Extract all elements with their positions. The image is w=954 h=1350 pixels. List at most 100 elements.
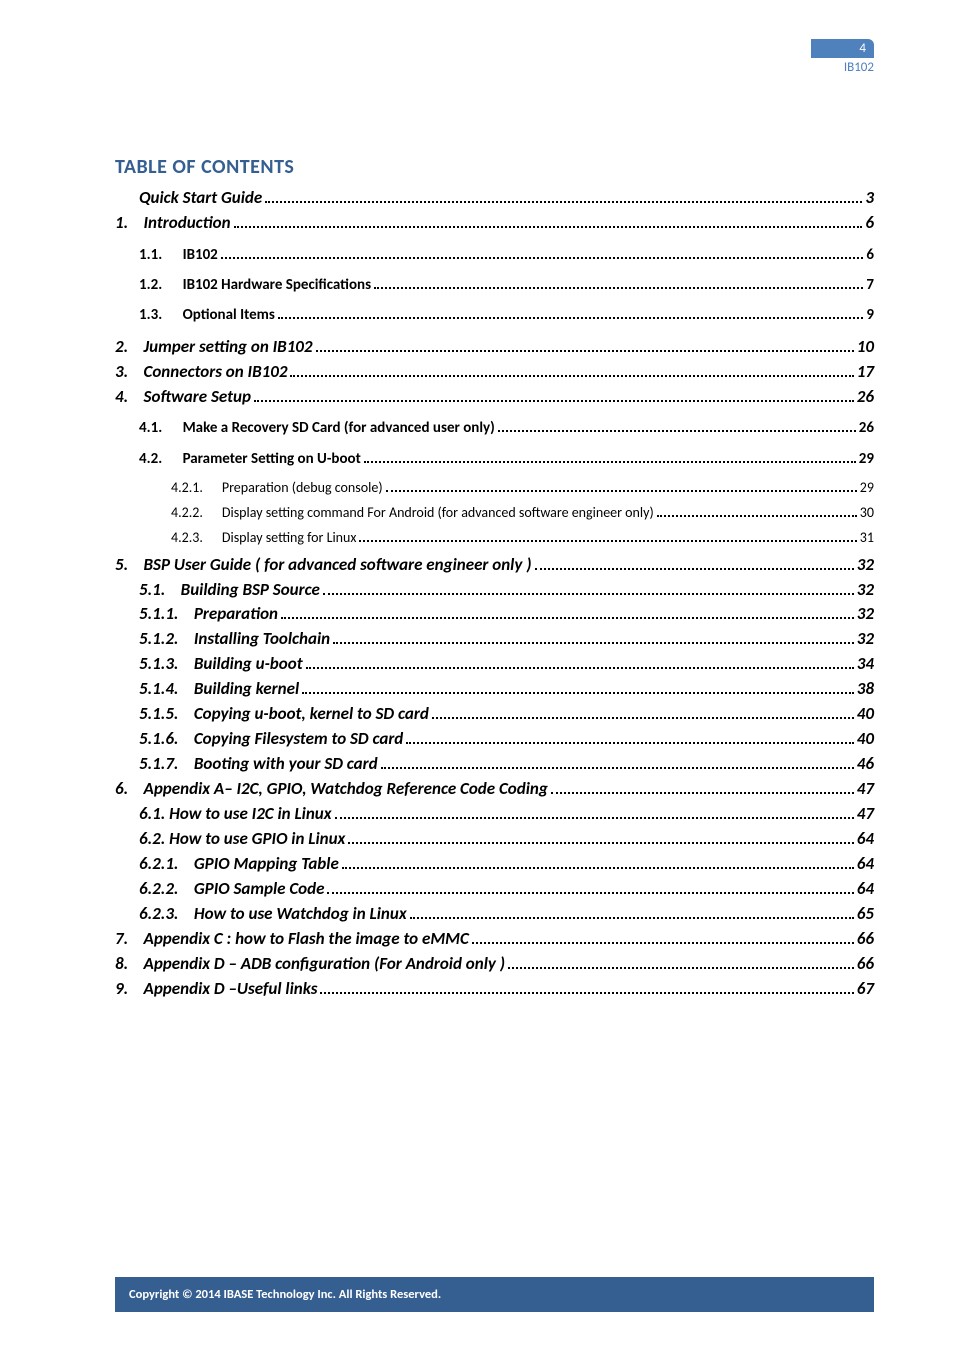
toc-entry-label: 4.2. Parameter Setting on U-boot	[139, 449, 361, 469]
toc-entry[interactable]: 5. BSP User Guide ( for advanced softwar…	[115, 554, 874, 577]
toc-leader-dots	[265, 191, 862, 203]
toc-entry-label: 5.1.4. Building kernel	[139, 678, 299, 701]
toc-entry[interactable]: 3. Connectors on IB102 17	[115, 361, 874, 384]
toc-leader-dots	[221, 248, 864, 259]
toc-entry-page: 32	[857, 579, 874, 602]
toc-entry[interactable]: 4.1. Make a Recovery SD Card (for advanc…	[115, 418, 874, 438]
toc-entry-page: 9	[866, 305, 874, 325]
toc-entry-label: 5.1. Building BSP Source	[139, 579, 320, 602]
toc-leader-dots	[281, 608, 854, 620]
toc-entry-label: 3. Connectors on IB102	[115, 361, 287, 384]
toc-entry-label: 2. Jumper setting on IB102	[115, 336, 313, 359]
toc-entry[interactable]: 1. Introduction 6	[115, 212, 874, 235]
toc-entry-label: 9. Appendix D –Useful links	[115, 978, 317, 1001]
toc-entry-label: 6.2.3. How to use Watchdog in Linux	[139, 903, 407, 926]
toc-entry[interactable]: 5.1.5. Copying u-boot, kernel to SD card…	[115, 703, 874, 726]
toc-leader-dots	[302, 682, 854, 694]
toc-entry[interactable]: 6.1. How to use I2C in Linux 47	[115, 803, 874, 826]
toc-entry-page: 32	[857, 603, 874, 626]
toc-entry-label: 1.3. Optional Items	[139, 305, 275, 325]
toc-leader-dots	[316, 340, 854, 352]
content-area: TABLE OF CONTENTS Quick Start Guide 31. …	[115, 155, 874, 1002]
toc-entry-label: 5.1.1. Preparation	[139, 603, 278, 626]
toc-entry-label: 1.2. IB102 Hardware Specifications	[139, 275, 371, 295]
toc-entry[interactable]: 1.3. Optional Items 9	[115, 305, 874, 325]
toc-entry[interactable]: 5.1.2. Installing Toolchain 32	[115, 628, 874, 651]
toc-entry[interactable]: 4.2.2. Display setting command For Andro…	[115, 504, 874, 523]
toc-entry-label: 4.1. Make a Recovery SD Card (for advanc…	[139, 418, 495, 438]
toc-entry-page: 47	[857, 778, 874, 801]
toc-entry[interactable]: 6.2.3. How to use Watchdog in Linux 65	[115, 903, 874, 926]
toc-entry[interactable]: 1.1. IB102 6	[115, 245, 874, 265]
toc-entry-page: 47	[857, 803, 874, 826]
toc-entry[interactable]: 4.2.1. Preparation (debug console) 29	[115, 479, 874, 498]
toc-entry-page: 32	[857, 554, 874, 577]
toc-entry-label: 6.2.1. GPIO Mapping Table	[139, 853, 339, 876]
toc-entry-label: 5.1.7. Booting with your SD card	[139, 753, 378, 776]
toc-entry-page: 64	[857, 853, 874, 876]
toc-leader-dots	[348, 832, 853, 844]
toc-entry[interactable]: 6.2.1. GPIO Mapping Table 64	[115, 853, 874, 876]
toc-entry-page: 29	[860, 479, 874, 498]
toc-entry-label: 1.1. IB102	[139, 245, 218, 265]
toc-leader-dots	[254, 390, 854, 402]
toc-entry[interactable]: 5.1.7. Booting with your SD card 46	[115, 753, 874, 776]
toc-entry-label: Quick Start Guide	[139, 187, 262, 210]
toc-entry-label: 6.2. How to use GPIO in Linux	[139, 828, 345, 851]
toc-entry[interactable]: Quick Start Guide 3	[115, 187, 874, 210]
toc-body: Quick Start Guide 31. Introduction 6 1.1.…	[115, 187, 874, 1000]
toc-entry-label: 5.1.6. Copying Filesystem to SD card	[139, 728, 403, 751]
toc-entry-page: 10	[857, 336, 874, 359]
toc-leader-dots	[472, 932, 854, 944]
toc-entry-page: 6	[866, 245, 874, 265]
toc-entry[interactable]: 5.1. Building BSP Source 32	[115, 579, 874, 602]
toc-entry-label: 8. Appendix D – ADB configuration (For A…	[115, 953, 505, 976]
toc-entry-label: 7. Appendix C : how to Flash the image t…	[115, 928, 469, 951]
toc-entry[interactable]: 1.2. IB102 Hardware Specifications 7	[115, 275, 874, 295]
toc-entry-page: 31	[860, 529, 874, 548]
toc-entry-page: 67	[857, 978, 874, 1001]
toc-entry[interactable]: 9. Appendix D –Useful links 67	[115, 978, 874, 1001]
toc-entry-page: 66	[857, 953, 874, 976]
toc-leader-dots	[432, 707, 854, 719]
toc-leader-dots	[306, 657, 854, 669]
toc-entry[interactable]: 7. Appendix C : how to Flash the image t…	[115, 928, 874, 951]
toc-entry[interactable]: 4. Software Setup 26	[115, 386, 874, 409]
toc-entry-label: 4.2.1. Preparation (debug console)	[171, 479, 383, 498]
toc-entry[interactable]: 2. Jumper setting on IB102 10	[115, 336, 874, 359]
toc-entry-label: 5.1.2. Installing Toolchain	[139, 628, 330, 651]
toc-leader-dots	[498, 422, 856, 433]
toc-entry[interactable]: 4.2.3. Display setting for Linux 31	[115, 529, 874, 548]
toc-leader-dots	[359, 532, 856, 542]
toc-entry[interactable]: 5.1.3. Building u-boot 34	[115, 653, 874, 676]
toc-entry[interactable]: 6. Appendix A– I2C, GPIO, Watchdog Refer…	[115, 778, 874, 801]
toc-leader-dots	[406, 732, 853, 744]
toc-entry-page: 46	[857, 753, 874, 776]
toc-entry[interactable]: 4.2. Parameter Setting on U-boot 29	[115, 449, 874, 469]
toc-entry[interactable]: 5.1.4. Building kernel 38	[115, 678, 874, 701]
toc-entry[interactable]: 6.2. How to use GPIO in Linux 64	[115, 828, 874, 851]
toc-leader-dots	[323, 583, 854, 595]
toc-leader-dots	[364, 452, 856, 463]
toc-entry-page: 40	[857, 703, 874, 726]
toc-entry-label: 4. Software Setup	[115, 386, 251, 409]
toc-entry-label: 5.1.5. Copying u-boot, kernel to SD card	[139, 703, 429, 726]
toc-entry-label: 4.2.3. Display setting for Linux	[171, 529, 356, 548]
toc-leader-dots	[374, 279, 863, 290]
toc-entry-page: 6	[865, 212, 874, 235]
toc-entry-page: 30	[860, 504, 874, 523]
toc-leader-dots	[335, 807, 854, 819]
doc-id: IB102	[811, 60, 874, 75]
toc-entry-page: 17	[857, 361, 874, 384]
toc-entry-label: 5.1.3. Building u-boot	[139, 653, 303, 676]
toc-leader-dots	[290, 365, 853, 377]
toc-entry[interactable]: 5.1.1. Preparation 32	[115, 603, 874, 626]
toc-leader-dots	[333, 633, 854, 645]
toc-entry[interactable]: 5.1.6. Copying Filesystem to SD card 40	[115, 728, 874, 751]
toc-entry[interactable]: 8. Appendix D – ADB configuration (For A…	[115, 953, 874, 976]
toc-leader-dots	[551, 782, 854, 794]
toc-entry[interactable]: 6.2.2. GPIO Sample Code 64	[115, 878, 874, 901]
toc-entry-page: 26	[859, 418, 874, 438]
toc-leader-dots	[234, 216, 863, 228]
toc-entry-page: 3	[865, 187, 874, 210]
